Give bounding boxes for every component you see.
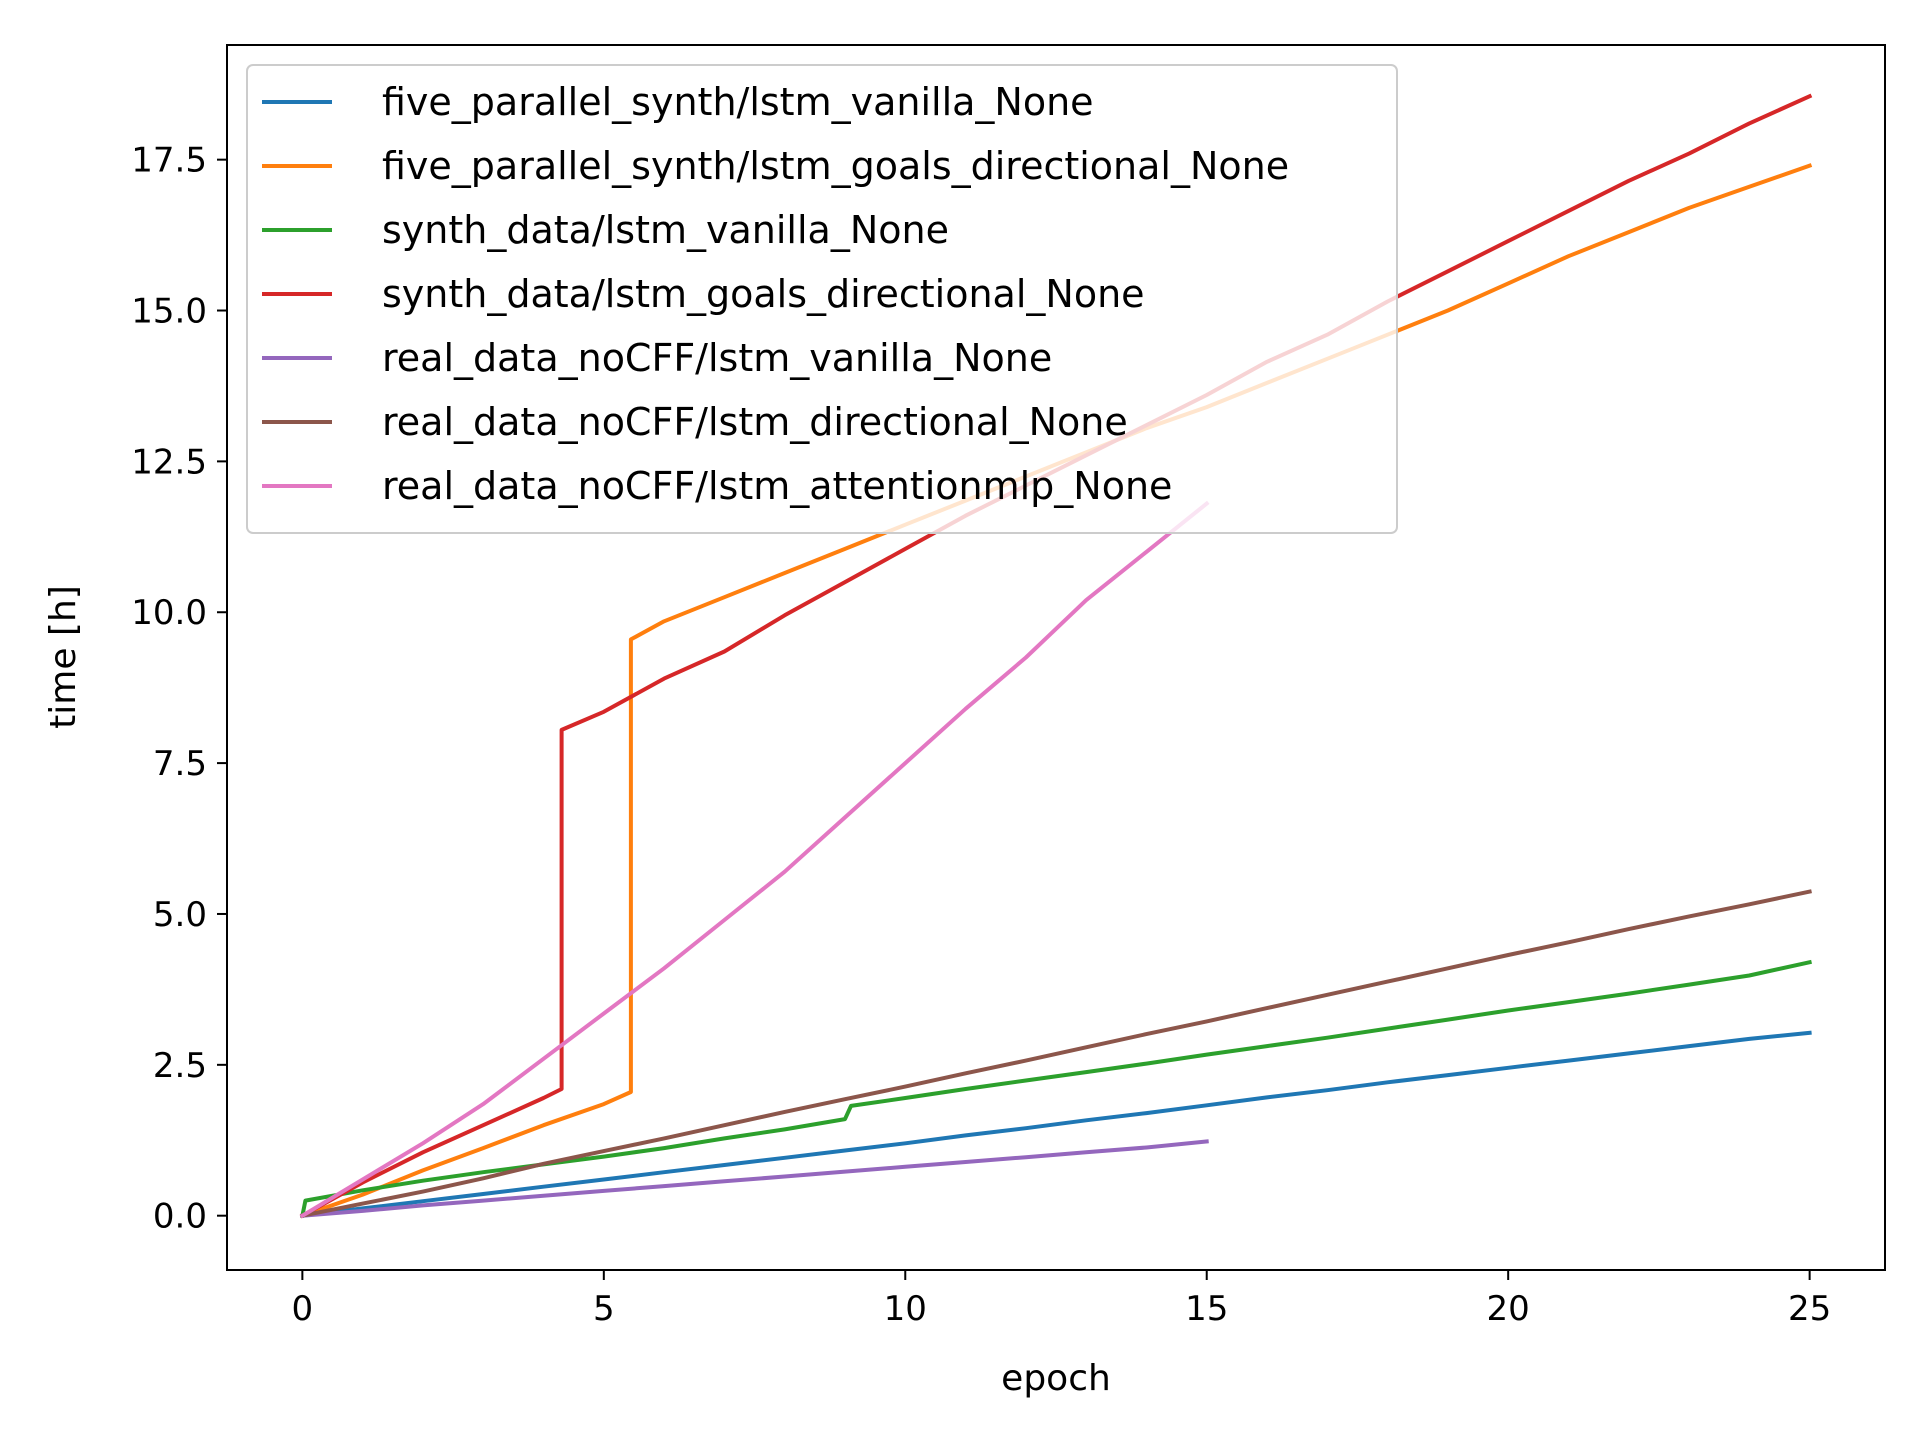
series-line-5 xyxy=(300,1139,1209,1218)
y-tick-label: 7.5 xyxy=(153,744,207,784)
x-axis-label: epoch xyxy=(1001,1358,1111,1399)
legend: five_parallel_synth/lstm_vanilla_Nonefiv… xyxy=(246,64,1398,534)
x-tick-label: 20 xyxy=(1487,1289,1530,1329)
legend-label: synth_data/lstm_vanilla_None xyxy=(382,208,949,252)
legend-label: five_parallel_synth/lstm_vanilla_None xyxy=(382,80,1094,124)
x-tick-label: 10 xyxy=(884,1289,927,1329)
series-line-6 xyxy=(300,889,1812,1219)
series-line-3 xyxy=(300,959,1812,1219)
y-tick-label: 2.5 xyxy=(153,1046,207,1086)
y-tick-label: 0.0 xyxy=(153,1197,207,1237)
x-tick-label: 0 xyxy=(292,1289,314,1329)
legend-label: real_data_noCFF/lstm_directional_None xyxy=(382,400,1128,444)
legend-box xyxy=(246,64,1398,534)
plot-frame xyxy=(226,44,1886,1271)
x-axis: 0 5 10 15 20 25 xyxy=(292,1270,1831,1329)
legend-label: real_data_noCFF/lstm_attentionmlp_None xyxy=(382,464,1172,508)
series-line-1 xyxy=(300,1030,1812,1218)
x-tick-label: 25 xyxy=(1788,1289,1831,1329)
y-axis: 0.0 2.5 5.0 7.5 10.0 12.5 15.0 17.5 xyxy=(131,141,227,1237)
y-tick-label: 17.5 xyxy=(131,141,207,181)
x-tick-label: 5 xyxy=(593,1289,615,1329)
legend-label: five_parallel_synth/lstm_goals_direction… xyxy=(382,144,1289,188)
x-tick-label: 15 xyxy=(1185,1289,1228,1329)
y-tick-label: 10.0 xyxy=(131,593,207,633)
y-tick-label: 15.0 xyxy=(131,292,207,332)
series-line-7 xyxy=(299,500,1210,1219)
y-axis-label: time [h] xyxy=(43,585,84,729)
legend-label: synth_data/lstm_goals_directional_None xyxy=(382,272,1145,316)
y-tick-label: 5.0 xyxy=(153,895,207,935)
legend-label: real_data_noCFF/lstm_vanilla_None xyxy=(382,336,1052,380)
y-tick-label: 12.5 xyxy=(131,442,207,482)
